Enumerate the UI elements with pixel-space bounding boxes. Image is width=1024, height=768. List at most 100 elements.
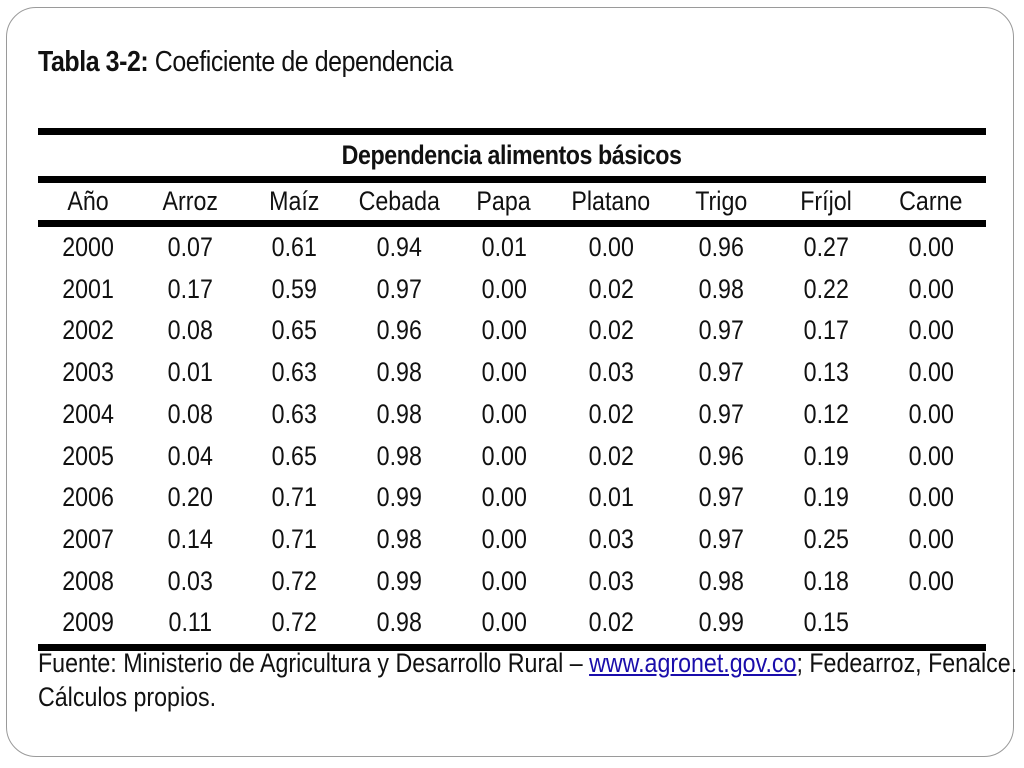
value-cell: 0.14 bbox=[138, 519, 242, 561]
value-cell: 0.00 bbox=[452, 394, 556, 436]
column-header: Cebada bbox=[346, 183, 452, 224]
cell-text: 0.13 bbox=[803, 357, 849, 388]
cell-text: 0.02 bbox=[588, 440, 634, 471]
value-cell: 0.00 bbox=[876, 310, 986, 352]
cell-text: 0.98 bbox=[376, 398, 422, 429]
cell-text: 0.08 bbox=[167, 398, 213, 429]
cell-text: 0.96 bbox=[376, 315, 422, 346]
cell-text: 0.00 bbox=[481, 440, 527, 471]
table-row: 2006 0.20 0.71 0.99 0.00 0.01 0.97 0.19 0.00 bbox=[38, 477, 986, 519]
cell-text: 0.98 bbox=[376, 440, 422, 471]
year-cell: 2005 bbox=[38, 436, 138, 478]
cell-text: 0.97 bbox=[698, 398, 744, 429]
column-header: Arroz bbox=[138, 183, 242, 224]
value-cell: 0.03 bbox=[556, 352, 666, 394]
cell-text: 0.02 bbox=[588, 398, 634, 429]
table-row: 2007 0.14 0.71 0.98 0.00 0.03 0.97 0.25 0.00 bbox=[38, 519, 986, 561]
value-cell: 0.00 bbox=[876, 436, 986, 478]
value-cell: 0.96 bbox=[666, 436, 776, 478]
cell-text: 0.07 bbox=[167, 232, 213, 262]
value-cell bbox=[876, 602, 986, 644]
cell-text: 0.11 bbox=[168, 607, 212, 638]
column-header-label: Cebada bbox=[358, 186, 440, 216]
cell-text: 0.22 bbox=[803, 273, 849, 304]
cell-text: 0.02 bbox=[588, 315, 634, 346]
cell-text: 0.59 bbox=[271, 273, 317, 304]
cell-text: 0.99 bbox=[376, 482, 422, 513]
cell-text: 2007 bbox=[62, 523, 114, 554]
value-cell: 0.03 bbox=[556, 519, 666, 561]
cell-text: 0.00 bbox=[908, 315, 954, 346]
table-row: 2008 0.03 0.72 0.99 0.00 0.03 0.98 0.18 0.00 bbox=[38, 561, 986, 603]
cell-text: 0.02 bbox=[588, 273, 634, 304]
source-line-1: Fuente: Ministerio de Agricultura y Desa… bbox=[38, 646, 1017, 680]
column-header-label: Maíz bbox=[268, 186, 320, 216]
value-cell: 0.07 bbox=[138, 224, 242, 269]
cell-text: 0.99 bbox=[376, 565, 422, 596]
value-cell: 0.01 bbox=[452, 224, 556, 269]
cell-text: 0.97 bbox=[698, 357, 744, 388]
source-link[interactable]: www.agronet.gov.co bbox=[589, 648, 797, 678]
table-body: 2000 0.07 0.61 0.94 0.01 0.00 0.96 0.27 0.00 2001… bbox=[38, 224, 986, 645]
value-cell: 0.99 bbox=[666, 602, 776, 644]
value-cell: 0.03 bbox=[138, 561, 242, 603]
year-cell: 2003 bbox=[38, 352, 138, 394]
value-cell: 0.98 bbox=[346, 602, 452, 644]
value-cell: 0.00 bbox=[556, 224, 666, 269]
cell-text: 0.99 bbox=[698, 607, 744, 638]
cell-text: 0.98 bbox=[376, 523, 422, 554]
column-header: Platano bbox=[556, 183, 666, 224]
value-cell: 0.00 bbox=[452, 602, 556, 644]
cell-text: 0.00 bbox=[908, 440, 954, 471]
value-cell: 0.19 bbox=[776, 477, 876, 519]
value-cell: 0.15 bbox=[776, 602, 876, 644]
value-cell: 0.08 bbox=[138, 394, 242, 436]
value-cell: 0.04 bbox=[138, 436, 242, 478]
cell-text: 0.03 bbox=[588, 565, 634, 596]
value-cell: 0.97 bbox=[666, 519, 776, 561]
value-cell: 0.94 bbox=[346, 224, 452, 269]
column-header-label: Platano bbox=[571, 186, 651, 216]
cell-text: 0.01 bbox=[588, 482, 634, 513]
cell-text: 2000 bbox=[62, 232, 114, 262]
year-cell: 2006 bbox=[38, 477, 138, 519]
year-cell: 2009 bbox=[38, 602, 138, 644]
table-top-rule bbox=[38, 128, 986, 135]
year-cell: 2004 bbox=[38, 394, 138, 436]
value-cell: 0.00 bbox=[452, 269, 556, 311]
year-cell: 2000 bbox=[38, 224, 138, 269]
value-cell: 0.20 bbox=[138, 477, 242, 519]
cell-text: 0.18 bbox=[803, 565, 849, 596]
column-header: Trigo bbox=[666, 183, 776, 224]
source-line-2: Cálculos propios. bbox=[38, 682, 217, 712]
data-table: Año Arroz Maíz Cebada Papa Platano Trigo Fríjol… bbox=[38, 183, 986, 644]
cell-text: 0.00 bbox=[588, 232, 634, 262]
value-cell: 0.98 bbox=[346, 394, 452, 436]
value-cell: 0.11 bbox=[138, 602, 242, 644]
value-cell: 0.00 bbox=[452, 310, 556, 352]
value-cell: 0.13 bbox=[776, 352, 876, 394]
value-cell: 0.02 bbox=[556, 436, 666, 478]
value-cell: 0.97 bbox=[666, 352, 776, 394]
cell-text: 0.00 bbox=[481, 357, 527, 388]
cell-text: 0.17 bbox=[167, 273, 213, 304]
table-row: 2004 0.08 0.63 0.98 0.00 0.02 0.97 0.12 0.00 bbox=[38, 394, 986, 436]
cell-text: 0.00 bbox=[908, 565, 954, 596]
value-cell: 0.00 bbox=[876, 394, 986, 436]
cell-text: 0.00 bbox=[481, 565, 527, 596]
value-cell: 0.00 bbox=[876, 519, 986, 561]
cell-text: 0.00 bbox=[481, 398, 527, 429]
cell-text: 0.03 bbox=[588, 357, 634, 388]
cell-text: 2006 bbox=[62, 482, 114, 513]
value-cell: 0.59 bbox=[242, 269, 346, 311]
value-cell: 0.65 bbox=[242, 310, 346, 352]
value-cell: 0.97 bbox=[346, 269, 452, 311]
cell-text: 0.01 bbox=[167, 357, 213, 388]
cell-text: 0.98 bbox=[376, 607, 422, 638]
table-row: 2003 0.01 0.63 0.98 0.00 0.03 0.97 0.13 0.00 bbox=[38, 352, 986, 394]
value-cell: 0.00 bbox=[452, 436, 556, 478]
table-bottom-rule bbox=[38, 644, 986, 652]
table-row: 2005 0.04 0.65 0.98 0.00 0.02 0.96 0.19 0.00 bbox=[38, 436, 986, 478]
cell-text: 0.20 bbox=[167, 482, 213, 513]
value-cell: 0.25 bbox=[776, 519, 876, 561]
